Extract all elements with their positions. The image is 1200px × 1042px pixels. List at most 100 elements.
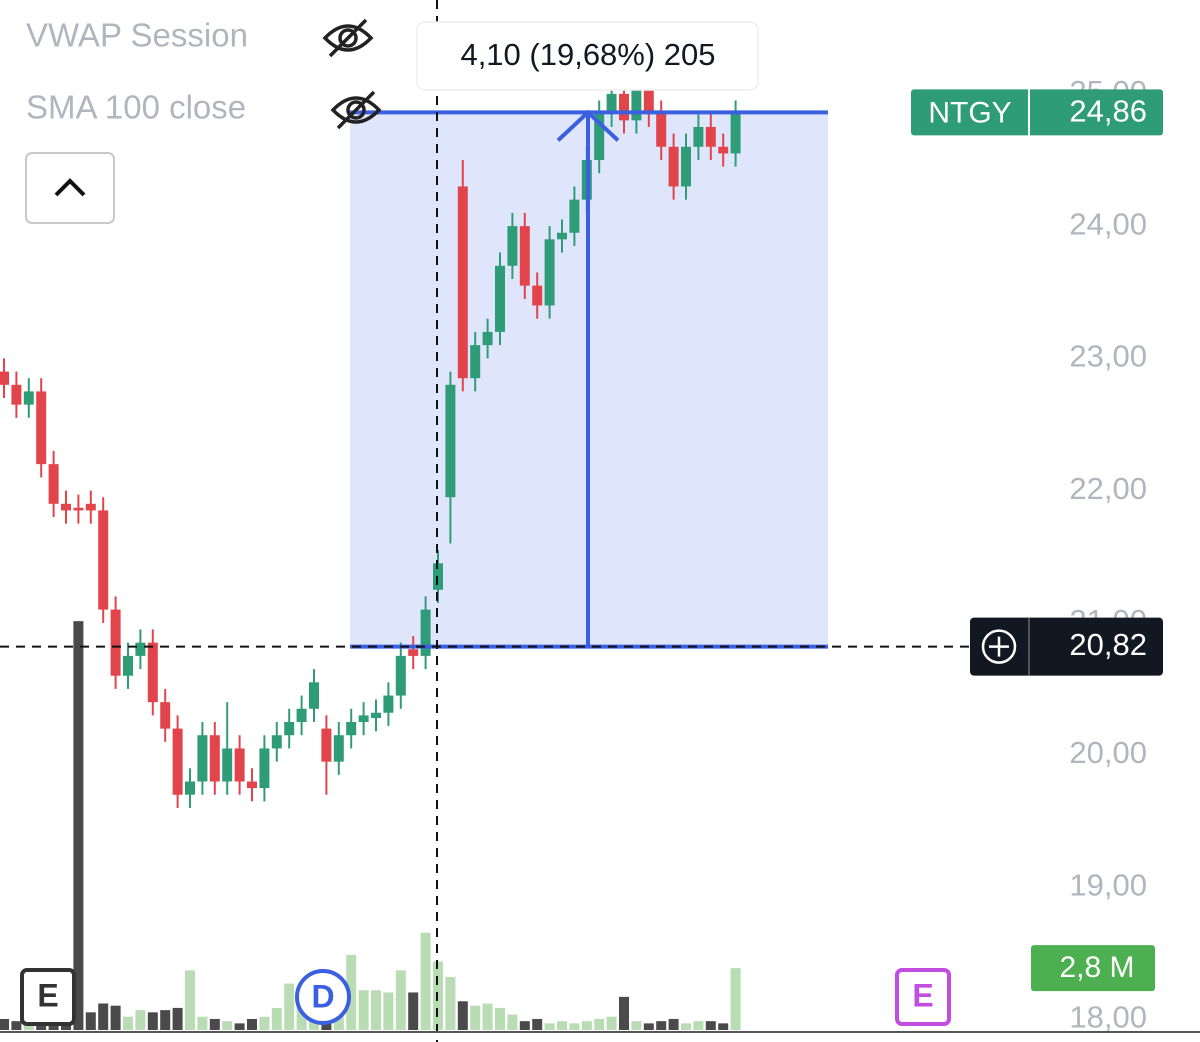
candle-body [11,384,22,405]
y-tick-label: 24,00 [1069,206,1147,241]
volume-bar [271,1007,282,1030]
candle-body [309,682,319,709]
candle-body [408,649,419,656]
candle-body [569,199,580,233]
volume-bar [681,1023,691,1030]
volume-label: 2,8 M [1059,951,1134,984]
volume-bar [643,1023,654,1030]
y-tick-label: 19,00 [1069,867,1147,902]
volume-bar [346,954,357,1030]
candle-body [420,609,431,656]
event-marker[interactable] [295,969,351,1025]
volume-bar [668,1018,679,1030]
candle-body [296,708,307,722]
candle-body [705,126,716,147]
candle-body [48,464,59,504]
eye-icon[interactable] [330,90,382,130]
candle-body [371,712,381,719]
collapse-button[interactable] [25,152,115,224]
candle-body [544,239,555,306]
volume-bar [507,1014,518,1030]
volume-bar [457,1001,468,1030]
volume-bar [718,1023,729,1030]
candle-body [606,93,617,114]
volume-bar [408,992,419,1030]
candle-body [619,93,629,121]
volume-bar [110,1005,121,1030]
volume-bar [581,1021,592,1030]
volume-bar [532,1018,543,1030]
volume-bar [0,1018,9,1030]
volume-bar [395,970,406,1030]
candle-body [507,226,518,266]
volume-bar [631,1021,642,1030]
volume-bar [98,1003,109,1030]
candle-body [98,510,109,610]
candle-body [85,503,96,511]
overlay: VWAP Session SMA 100 close 4,10 (19,68%)… [20,17,1163,1026]
volume-bar [259,1016,270,1030]
volume-bar [160,1010,171,1030]
candle-body [333,735,344,762]
candle-body [0,371,9,385]
volume-bar [557,1021,567,1030]
candle-body [110,609,121,676]
candle-body [730,112,741,154]
volume-bar [371,990,381,1030]
crosshair-tag [970,617,1163,676]
candle-body [643,87,654,114]
volume-bar [693,1021,704,1030]
candle-body [160,702,171,729]
volume-bar [482,1003,493,1030]
legend-item[interactable]: VWAP Session [26,17,248,54]
volume-bar [730,968,741,1030]
volume-bar [519,1021,530,1030]
volume-bar [209,1018,220,1030]
event-marker[interactable] [895,968,951,1026]
plus-icon-cross [989,636,1009,657]
candle-body [23,391,34,405]
candle-body [395,655,406,696]
volume-bar [619,996,629,1030]
crosshair-price-label: 20,82 [1069,627,1147,662]
candle-body [197,735,208,782]
event-marker[interactable] [20,968,76,1026]
candle-body [247,781,257,789]
volume-tag [1031,945,1155,992]
y-tick-label: 20,00 [1069,735,1147,770]
event-label: E [37,977,58,1013]
candle-body [271,735,282,749]
measure-label: 4,10 (19,68%) 205 [460,37,715,72]
candle-body [185,781,195,795]
plus-icon[interactable] [981,629,1017,664]
eye-icon[interactable] [322,18,374,58]
volume-bar [358,990,369,1030]
volume-bar [445,976,456,1030]
legend-item[interactable]: SMA 100 close [26,89,246,126]
measure-tooltip [416,21,759,91]
candle-body [532,285,543,306]
candle-body [445,384,456,498]
candle-body [457,186,468,379]
candle-body [346,721,357,736]
volume-bar [147,1012,158,1030]
y-tick-label: 23,00 [1069,339,1147,374]
volume-bar [656,1021,667,1030]
candle-body [631,87,642,121]
candle-body [519,226,530,286]
volume-bar [420,932,431,1030]
volume-bar [284,983,295,1030]
candle-body [259,748,270,789]
volume-bar [172,1007,183,1030]
candle-body [482,331,493,346]
candle-body [222,748,233,782]
candle-body [172,728,183,795]
last-price-tag [911,89,1163,136]
volume-bar [705,1021,716,1030]
volume-bar [73,621,84,1030]
volume-bar [135,1010,146,1030]
volume-bar [247,1018,257,1030]
